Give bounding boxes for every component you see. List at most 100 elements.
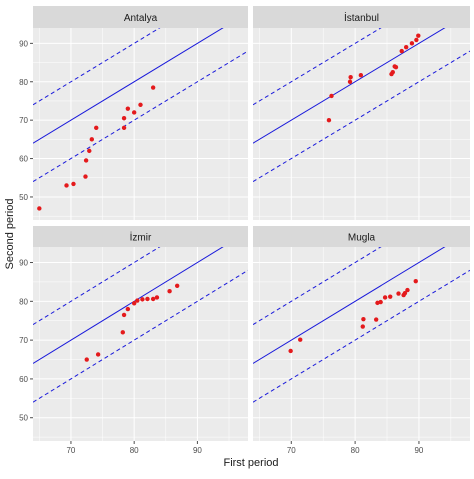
data-point	[382, 295, 388, 300]
y-tick-label: 90	[19, 259, 28, 268]
y-tick-label: 80	[19, 297, 28, 306]
data-point	[378, 299, 383, 305]
data-point	[125, 106, 131, 111]
data-point	[89, 137, 95, 142]
facet-strip	[253, 6, 470, 28]
data-point	[361, 316, 366, 322]
reference-line-dashed	[33, 269, 248, 403]
data-point	[120, 330, 125, 335]
y-tick-label: 80	[19, 78, 28, 87]
x-tick-label: 70	[66, 446, 75, 455]
data-point	[393, 64, 399, 70]
data-point	[83, 158, 89, 163]
data-point	[37, 206, 42, 211]
y-tick-label: 70	[19, 116, 28, 125]
data-point	[402, 290, 408, 296]
y-tick-label: 60	[19, 375, 28, 384]
panel-background	[33, 28, 248, 220]
facet-strip	[253, 226, 470, 247]
facet-panel-2: İstanbul	[253, 6, 470, 220]
reference-lines	[253, 247, 470, 403]
x-tick-label: 90	[414, 446, 423, 455]
data-point	[288, 348, 293, 354]
reference-lines	[253, 28, 470, 183]
data-point	[154, 295, 160, 300]
reference-line-solid	[253, 247, 446, 364]
data-point	[298, 337, 303, 342]
data-point	[87, 148, 92, 154]
data-point	[413, 278, 418, 284]
facet-strip-label: Mugla	[348, 233, 376, 244]
data-point	[150, 296, 156, 302]
facet-strip	[33, 226, 248, 247]
data-point	[174, 283, 180, 288]
y-tick-label: 60	[19, 155, 28, 164]
facet-strip-label: Antalya	[124, 13, 158, 24]
facet-strip-label: İzmir	[130, 231, 152, 244]
data-point	[140, 297, 145, 302]
data-point	[403, 45, 409, 50]
reference-line-solid	[253, 28, 446, 144]
data-point	[131, 110, 137, 115]
reference-line-dashed	[253, 28, 382, 106]
data-point	[84, 357, 89, 362]
reference-line-dashed	[253, 247, 382, 326]
data-point	[121, 116, 127, 121]
data-point	[373, 317, 379, 322]
data-point	[83, 174, 88, 179]
data-point	[416, 33, 421, 38]
data-point	[94, 125, 99, 131]
data-point	[121, 125, 127, 131]
y-tick-label: 70	[19, 336, 28, 345]
data-point	[135, 298, 140, 303]
reference-lines	[33, 247, 248, 403]
y-tick-label: 50	[19, 414, 28, 423]
data-point	[64, 183, 69, 188]
y-tick-label: 50	[19, 193, 28, 202]
y-tick-label: 90	[19, 39, 28, 48]
data-point	[396, 291, 401, 296]
data-point	[138, 102, 143, 108]
facet-panel-3: İzmir 50 60 70 80 90 70 80 90	[19, 226, 248, 455]
x-tick-label: 80	[351, 446, 360, 455]
x-tick-label: 80	[130, 446, 139, 455]
panel-background	[253, 247, 470, 441]
y-axis-title: Second period	[4, 199, 16, 270]
reference-line-solid	[33, 247, 224, 364]
panel-background	[253, 28, 470, 220]
data-point	[399, 48, 404, 54]
data-point	[326, 117, 332, 123]
reference-line-dashed	[33, 247, 161, 326]
data-point	[329, 93, 334, 99]
facet-strip	[33, 6, 248, 28]
panel-background	[33, 247, 248, 441]
facet-strip-label: İstanbul	[344, 11, 379, 24]
data-point	[95, 352, 101, 357]
reference-line-solid	[33, 28, 224, 144]
data-point	[131, 301, 137, 306]
reference-lines	[33, 28, 248, 183]
reference-line-dashed	[253, 50, 470, 183]
data-point	[121, 312, 127, 318]
data-point	[347, 79, 353, 84]
x-tick-label: 70	[287, 446, 296, 455]
data-point	[125, 306, 131, 312]
data-point	[388, 294, 393, 299]
data-point	[167, 289, 172, 294]
facet-panel-4: Mugla 70 80 90	[253, 226, 470, 455]
data-point	[358, 73, 364, 78]
data-point	[145, 296, 150, 302]
data-point	[71, 181, 76, 187]
data-point	[390, 69, 395, 75]
reference-line-dashed	[253, 269, 470, 403]
facet-panel-1: Antalya 50 60 70 80 90	[19, 6, 248, 220]
data-point	[348, 74, 353, 80]
data-point	[360, 324, 365, 329]
data-point	[405, 287, 410, 293]
data-point	[409, 41, 415, 46]
x-axis-title: First period	[223, 457, 278, 469]
data-point	[150, 85, 156, 90]
x-tick-label: 90	[193, 446, 202, 455]
